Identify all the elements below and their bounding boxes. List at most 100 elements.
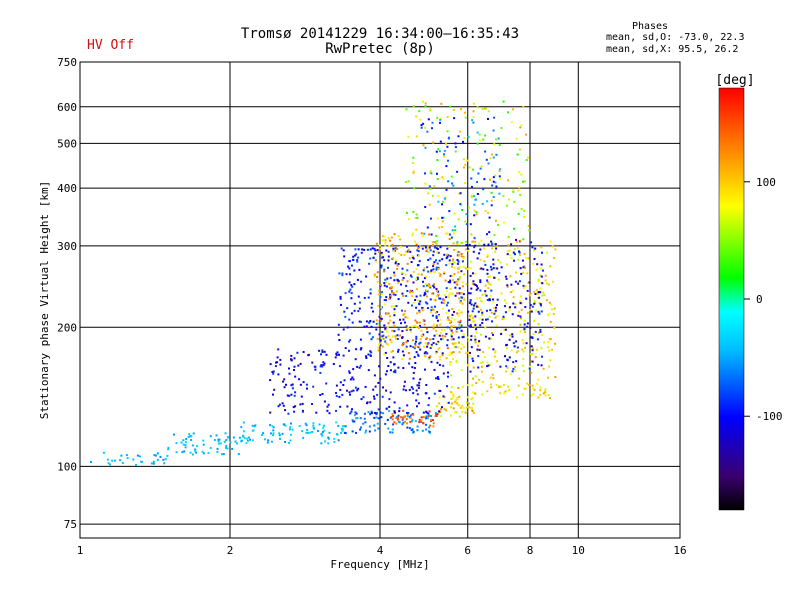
scatter-point (380, 317, 383, 320)
scatter-point (136, 454, 139, 457)
scatter-point (435, 413, 438, 416)
scatter-point (413, 187, 416, 190)
scatter-point (290, 359, 293, 362)
scatter-point (377, 381, 380, 384)
scatter-point (537, 363, 540, 366)
scatter-point (418, 326, 420, 329)
scatter-point (420, 416, 423, 419)
scatter-point (507, 389, 510, 392)
scatter-point (468, 402, 470, 405)
scatter-point (350, 297, 353, 300)
scatter-point (397, 420, 400, 423)
scatter-point (444, 335, 447, 338)
scatter-point (543, 294, 546, 297)
scatter-point (394, 411, 396, 414)
scatter-point (375, 328, 378, 331)
scatter-point (346, 405, 349, 408)
scatter-point (420, 124, 423, 127)
scatter-point (470, 398, 473, 401)
scatter-point (460, 255, 463, 258)
scatter-point (291, 383, 294, 386)
scatter-point (454, 146, 457, 149)
scatter-point (469, 323, 472, 326)
scatter-point (493, 276, 496, 279)
scatter-point (453, 212, 456, 215)
scatter-point (522, 358, 525, 360)
scatter-point (406, 415, 409, 418)
scatter-point (504, 305, 506, 308)
scatter-point (184, 441, 187, 444)
scatter-point (482, 188, 485, 191)
scatter-point (496, 314, 499, 317)
scatter-point (384, 239, 387, 242)
scatter-point (485, 158, 488, 161)
scatter-point (190, 435, 193, 438)
scatter-point (348, 391, 351, 394)
scatter-point (393, 314, 396, 317)
scatter-point (495, 324, 498, 327)
scatter-point (437, 315, 440, 318)
scatter-point (410, 261, 413, 263)
scatter-point (476, 287, 479, 290)
scatter-point (427, 259, 430, 261)
scatter-point (352, 368, 355, 371)
scatter-point (504, 311, 507, 314)
scatter-point (450, 397, 453, 400)
scatter-point (318, 423, 321, 426)
scatter-point (418, 381, 421, 384)
scatter-point (407, 180, 410, 183)
colorbar-tick-label: 0 (756, 293, 763, 306)
scatter-point (380, 266, 383, 269)
scatter-point (289, 426, 292, 429)
scatter-point (422, 416, 425, 419)
scatter-point (396, 278, 399, 281)
scatter-point (471, 168, 474, 171)
scatter-point (367, 369, 370, 372)
scatter-point (409, 420, 412, 423)
scatter-point (408, 388, 411, 391)
scatter-point (375, 242, 378, 245)
scatter-point (479, 281, 482, 284)
scatter-point (460, 311, 463, 314)
scatter-point (342, 328, 345, 331)
scatter-point (462, 293, 465, 296)
scatter-point (154, 454, 157, 457)
scatter-point (504, 390, 507, 393)
scatter-point (425, 384, 428, 386)
scatter-point (460, 292, 463, 295)
scatter-point (343, 379, 346, 382)
scatter-point (369, 320, 372, 322)
scatter-point (370, 306, 373, 309)
scatter-point (531, 336, 534, 339)
scatter-point (418, 309, 421, 312)
scatter-point (471, 406, 473, 409)
scatter-point (381, 239, 384, 242)
scatter-point (394, 369, 397, 372)
scatter-point (437, 348, 440, 351)
scatter-point (323, 362, 326, 365)
scatter-point (481, 322, 484, 324)
scatter-point (554, 376, 557, 378)
scatter-point (372, 256, 375, 259)
scatter-point (300, 395, 303, 398)
scatter-point (313, 427, 315, 430)
scatter-point (417, 247, 420, 249)
scatter-point (492, 176, 495, 179)
scatter-point (537, 322, 540, 325)
scatter-point (371, 247, 374, 250)
scatter-point (319, 365, 322, 368)
scatter-point (433, 323, 435, 326)
scatter-point (472, 307, 475, 310)
scatter-point (409, 289, 412, 292)
scatter-point (462, 335, 465, 338)
scatter-point (477, 172, 480, 175)
scatter-point (167, 446, 170, 449)
scatter-point (390, 416, 393, 419)
scatter-point (393, 421, 396, 424)
scatter-point (182, 443, 185, 446)
scatter-point (412, 257, 415, 260)
scatter-point (510, 283, 513, 286)
scatter-point (357, 256, 360, 259)
scatter-point (445, 357, 448, 360)
scatter-point (342, 249, 345, 252)
